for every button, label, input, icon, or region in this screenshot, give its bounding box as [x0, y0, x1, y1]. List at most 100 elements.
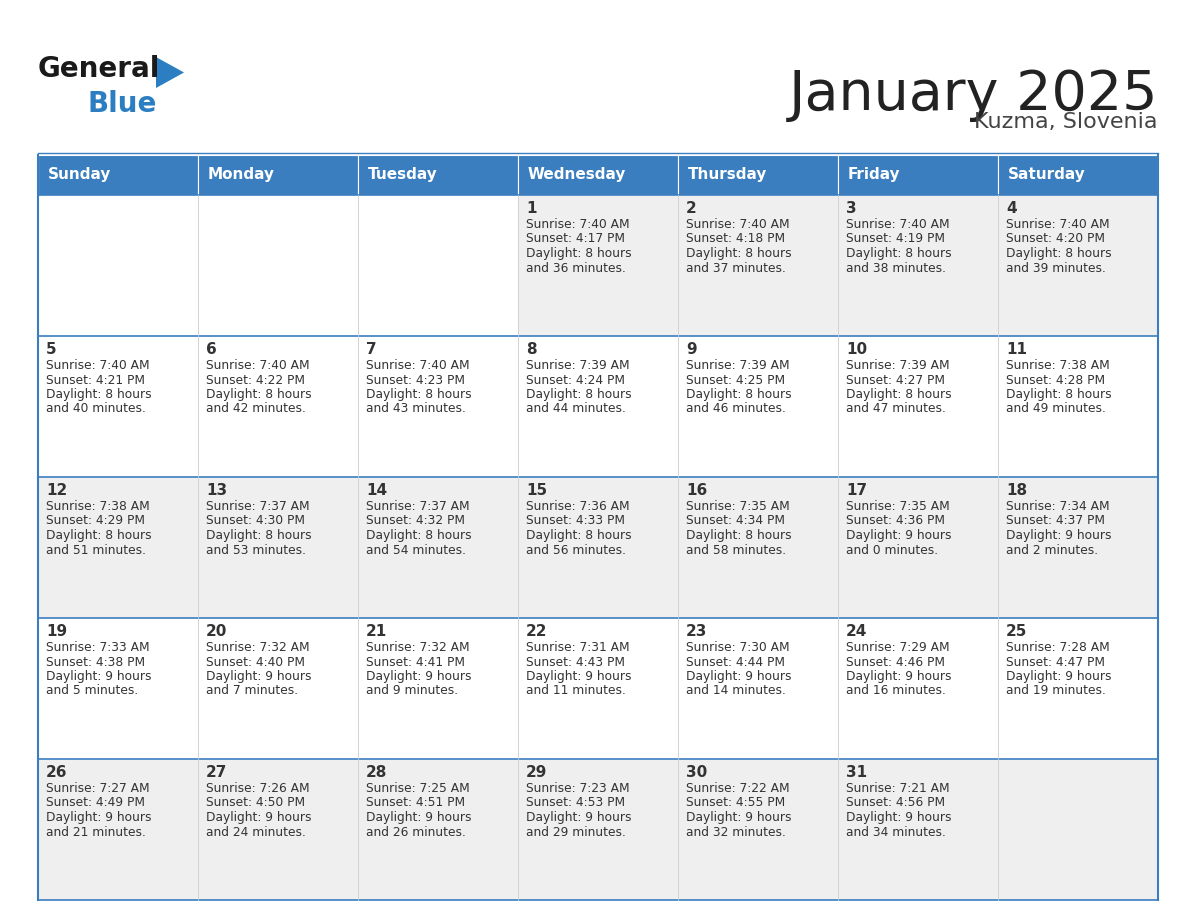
Text: Sunset: 4:33 PM: Sunset: 4:33 PM — [526, 514, 625, 528]
Text: Sunrise: 7:32 AM: Sunrise: 7:32 AM — [206, 641, 310, 654]
Text: and 14 minutes.: and 14 minutes. — [685, 685, 786, 698]
Text: Daylight: 9 hours: Daylight: 9 hours — [1006, 529, 1112, 542]
Text: Daylight: 8 hours: Daylight: 8 hours — [46, 529, 152, 542]
Bar — [838, 155, 998, 195]
Text: Sunrise: 7:31 AM: Sunrise: 7:31 AM — [526, 641, 630, 654]
Text: Tuesday: Tuesday — [367, 167, 437, 183]
Bar — [838, 477, 998, 618]
Text: Sunset: 4:53 PM: Sunset: 4:53 PM — [526, 797, 625, 810]
Text: and 40 minutes.: and 40 minutes. — [46, 402, 146, 416]
Text: Sunset: 4:37 PM: Sunset: 4:37 PM — [1006, 514, 1105, 528]
Bar — [998, 155, 1158, 195]
Text: 8: 8 — [526, 342, 537, 357]
Bar — [198, 477, 358, 618]
Text: Daylight: 9 hours: Daylight: 9 hours — [46, 670, 152, 683]
Text: Daylight: 8 hours: Daylight: 8 hours — [46, 388, 152, 401]
Text: 15: 15 — [526, 483, 548, 498]
Text: Daylight: 8 hours: Daylight: 8 hours — [206, 529, 311, 542]
Text: 26: 26 — [46, 765, 68, 780]
Bar — [678, 155, 838, 195]
Text: Sunset: 4:36 PM: Sunset: 4:36 PM — [846, 514, 944, 528]
Bar — [358, 155, 518, 195]
Text: Sunset: 4:30 PM: Sunset: 4:30 PM — [206, 514, 305, 528]
Text: Daylight: 8 hours: Daylight: 8 hours — [526, 388, 632, 401]
Text: Daylight: 8 hours: Daylight: 8 hours — [846, 247, 952, 260]
Bar — [358, 477, 518, 618]
Text: 13: 13 — [206, 483, 227, 498]
Bar — [998, 477, 1158, 618]
Bar — [518, 759, 678, 900]
Bar — [838, 195, 998, 336]
Text: Sunset: 4:18 PM: Sunset: 4:18 PM — [685, 232, 785, 245]
Text: Daylight: 8 hours: Daylight: 8 hours — [206, 388, 311, 401]
Text: 1: 1 — [526, 201, 537, 216]
Text: Sunrise: 7:25 AM: Sunrise: 7:25 AM — [366, 782, 469, 795]
Bar — [998, 195, 1158, 336]
Text: Daylight: 9 hours: Daylight: 9 hours — [685, 670, 791, 683]
Bar — [198, 155, 358, 195]
Text: Sunset: 4:43 PM: Sunset: 4:43 PM — [526, 655, 625, 668]
Text: and 19 minutes.: and 19 minutes. — [1006, 685, 1106, 698]
Text: Sunrise: 7:38 AM: Sunrise: 7:38 AM — [46, 500, 150, 513]
Text: Daylight: 9 hours: Daylight: 9 hours — [366, 811, 472, 824]
Text: Blue: Blue — [88, 90, 157, 118]
Bar — [678, 477, 838, 618]
Text: and 54 minutes.: and 54 minutes. — [366, 543, 466, 556]
Text: and 16 minutes.: and 16 minutes. — [846, 685, 946, 698]
Text: Kuzma, Slovenia: Kuzma, Slovenia — [974, 112, 1158, 132]
Bar — [198, 618, 358, 759]
Text: 24: 24 — [846, 624, 867, 639]
Text: 16: 16 — [685, 483, 707, 498]
Text: Daylight: 9 hours: Daylight: 9 hours — [206, 670, 311, 683]
Text: Sunrise: 7:40 AM: Sunrise: 7:40 AM — [46, 359, 150, 372]
Text: and 29 minutes.: and 29 minutes. — [526, 825, 626, 838]
Text: Sunset: 4:50 PM: Sunset: 4:50 PM — [206, 797, 305, 810]
Text: 30: 30 — [685, 765, 707, 780]
Text: Daylight: 8 hours: Daylight: 8 hours — [366, 529, 472, 542]
Bar — [38, 195, 198, 336]
Text: Sunrise: 7:26 AM: Sunrise: 7:26 AM — [206, 782, 310, 795]
Text: Daylight: 9 hours: Daylight: 9 hours — [46, 811, 152, 824]
Text: Sunrise: 7:38 AM: Sunrise: 7:38 AM — [1006, 359, 1110, 372]
Bar — [518, 195, 678, 336]
Text: Sunrise: 7:37 AM: Sunrise: 7:37 AM — [206, 500, 310, 513]
Text: and 56 minutes.: and 56 minutes. — [526, 543, 626, 556]
Text: 21: 21 — [366, 624, 387, 639]
Text: Sunset: 4:24 PM: Sunset: 4:24 PM — [526, 374, 625, 386]
Text: and 9 minutes.: and 9 minutes. — [366, 685, 459, 698]
Text: Sunrise: 7:40 AM: Sunrise: 7:40 AM — [846, 218, 949, 231]
Bar — [838, 618, 998, 759]
Bar — [198, 195, 358, 336]
Text: 10: 10 — [846, 342, 867, 357]
Text: 27: 27 — [206, 765, 227, 780]
Text: Daylight: 8 hours: Daylight: 8 hours — [685, 247, 791, 260]
Bar — [998, 618, 1158, 759]
Text: 2: 2 — [685, 201, 696, 216]
Text: and 37 minutes.: and 37 minutes. — [685, 262, 786, 274]
Text: Sunset: 4:56 PM: Sunset: 4:56 PM — [846, 797, 946, 810]
Bar — [518, 336, 678, 477]
Text: 12: 12 — [46, 483, 68, 498]
Text: 18: 18 — [1006, 483, 1028, 498]
Text: 11: 11 — [1006, 342, 1026, 357]
Text: Daylight: 9 hours: Daylight: 9 hours — [1006, 670, 1112, 683]
Text: Sunset: 4:51 PM: Sunset: 4:51 PM — [366, 797, 466, 810]
Text: Sunset: 4:20 PM: Sunset: 4:20 PM — [1006, 232, 1105, 245]
Text: 3: 3 — [846, 201, 857, 216]
Text: Sunrise: 7:39 AM: Sunrise: 7:39 AM — [685, 359, 790, 372]
Bar — [998, 336, 1158, 477]
Text: and 53 minutes.: and 53 minutes. — [206, 543, 307, 556]
Text: 20: 20 — [206, 624, 227, 639]
Text: Sunrise: 7:35 AM: Sunrise: 7:35 AM — [685, 500, 790, 513]
Bar — [678, 195, 838, 336]
Text: 17: 17 — [846, 483, 867, 498]
Text: 28: 28 — [366, 765, 387, 780]
Text: and 7 minutes.: and 7 minutes. — [206, 685, 298, 698]
Text: Sunrise: 7:29 AM: Sunrise: 7:29 AM — [846, 641, 949, 654]
Text: and 21 minutes.: and 21 minutes. — [46, 825, 146, 838]
Text: and 42 minutes.: and 42 minutes. — [206, 402, 305, 416]
Text: 7: 7 — [366, 342, 377, 357]
Bar — [38, 477, 198, 618]
Text: Daylight: 8 hours: Daylight: 8 hours — [1006, 388, 1112, 401]
Text: 14: 14 — [366, 483, 387, 498]
